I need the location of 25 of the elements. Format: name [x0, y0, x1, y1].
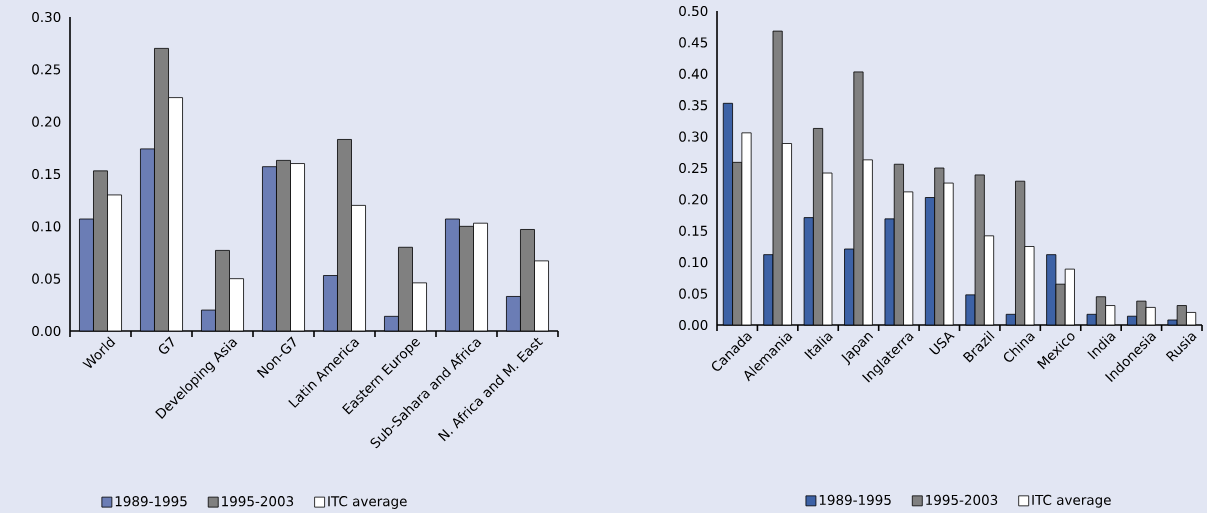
legend-label: ITC average: [328, 496, 407, 509]
y-tick-label: 0.20: [32, 116, 61, 127]
y-tick-label: 0.30: [679, 131, 708, 142]
y-tick-label: 0.15: [32, 168, 61, 180]
y-tick-label: 0.40: [679, 68, 708, 79]
y-tick-label: 0.00: [32, 325, 61, 337]
y-tick-label: 0.15: [679, 225, 708, 236]
legend-label: 1995-2003: [926, 494, 998, 506]
legend-label: 1989-1995: [115, 496, 187, 507]
y-tick-label: 0.10: [32, 221, 61, 232]
y-tick-label: 0.25: [32, 64, 61, 75]
legend-label: 1995-2003: [222, 496, 294, 507]
y-tick-label: 0.00: [679, 319, 708, 331]
legend-label: 1989-1995: [819, 494, 891, 506]
y-tick-label: 0.50: [679, 5, 708, 17]
legend-label: ITC average: [1032, 494, 1111, 508]
y-tick-label: 0.45: [679, 37, 708, 48]
y-tick-label: 0.20: [679, 194, 708, 205]
x-tick-label: G7: [158, 336, 174, 354]
y-tick-label: 0.25: [679, 162, 708, 174]
y-tick-label: 0.30: [32, 11, 61, 23]
y-tick-label: 0.05: [32, 273, 61, 284]
y-tick-label: 0.35: [679, 100, 708, 111]
y-tick-label: 0.05: [679, 288, 708, 299]
y-tick-label: 0.10: [679, 257, 708, 268]
